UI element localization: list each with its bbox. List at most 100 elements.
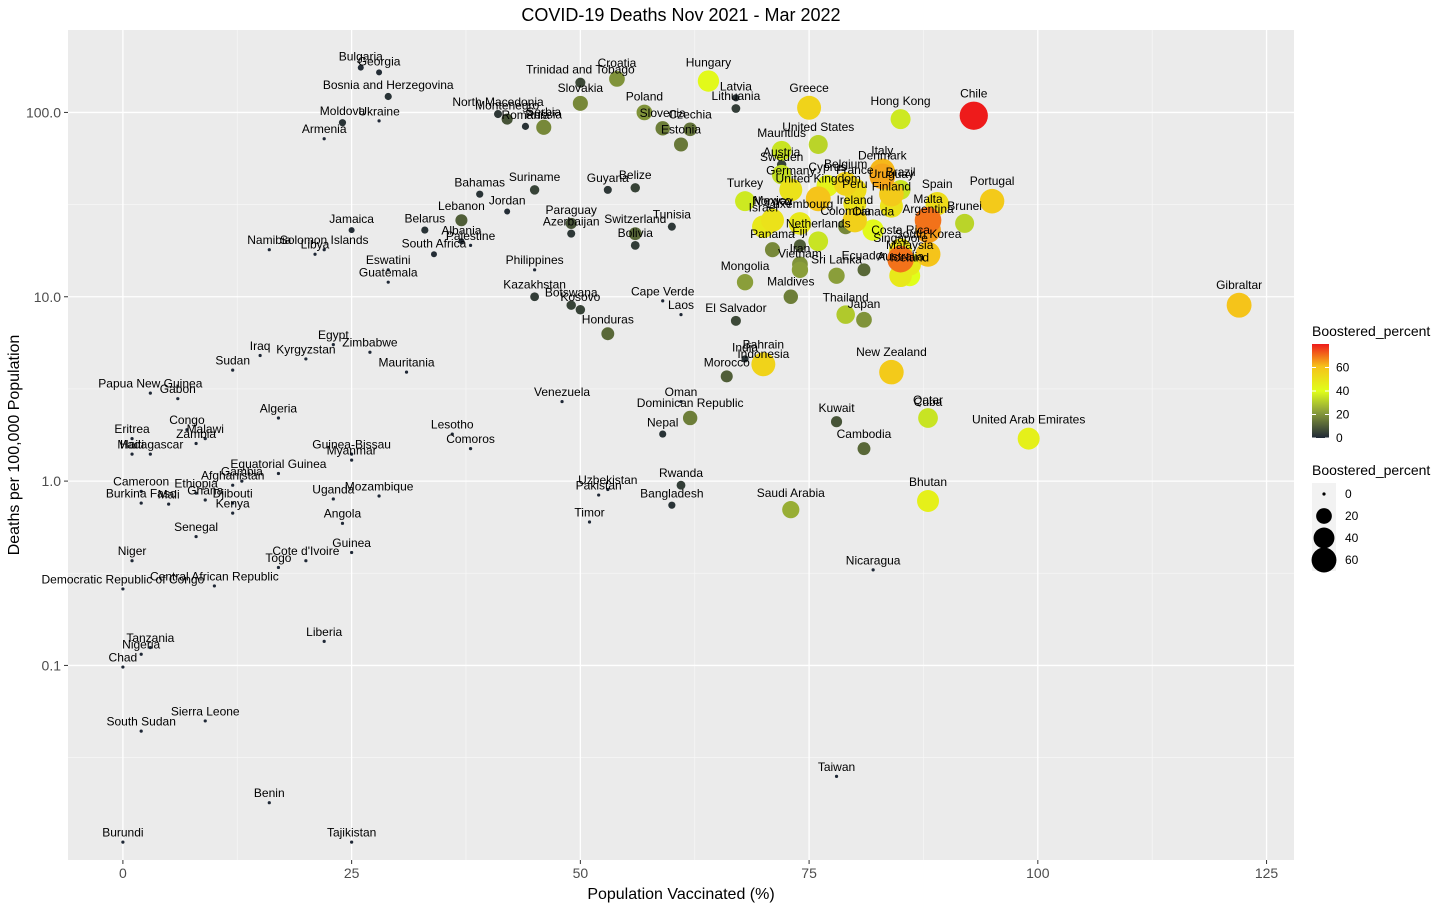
point-canada <box>862 219 884 241</box>
point-guatemala <box>386 280 390 284</box>
point-nicaragua <box>871 568 875 572</box>
point-label: Estonia <box>661 122 701 136</box>
point-label: Chile <box>960 87 988 101</box>
point-label: Bangladesh <box>640 487 703 501</box>
point-serbia <box>536 119 552 135</box>
point-south-sudan <box>139 729 143 733</box>
point-label: Japan <box>848 297 881 311</box>
point-portugal <box>979 188 1005 214</box>
point-label: Rwanda <box>659 466 703 480</box>
point-label: Zimbabwe <box>342 336 398 350</box>
point-label: Botswana <box>545 285 598 299</box>
point-guinea-bissau <box>350 452 354 456</box>
point-label: Jordan <box>489 194 526 208</box>
point-label: France <box>836 163 874 177</box>
point-label: Sudan <box>215 354 250 368</box>
point-eswatini <box>386 268 390 272</box>
point-label: Slovakia <box>558 81 604 95</box>
point-benin <box>267 801 271 805</box>
point-lithuania <box>731 104 741 113</box>
point-label: Angola <box>324 507 362 521</box>
point-bolivia <box>630 240 640 250</box>
point-label: Moldova <box>320 104 366 118</box>
point-label: Brazil <box>886 165 916 179</box>
point-madagascar <box>148 452 152 456</box>
point-label: Hungary <box>686 55 731 69</box>
point-solomon-islands <box>322 248 326 252</box>
y-tick-label: 10.0 <box>34 289 61 305</box>
point-label: Ukraine <box>358 104 400 118</box>
point-label: Nicaragua <box>846 553 901 567</box>
point-tunisia <box>667 222 676 231</box>
point-label: Venezuela <box>534 385 590 399</box>
point-haiti <box>130 452 134 456</box>
point-label: Gambia <box>221 464 263 478</box>
point-bahrain <box>751 352 776 377</box>
point-togo <box>276 565 281 570</box>
point-label: Tajikistan <box>327 826 376 840</box>
size-legend-key <box>1316 508 1332 524</box>
point-mauritania <box>404 370 409 374</box>
point-label: Czechia <box>668 107 712 121</box>
point-mali <box>167 502 171 506</box>
point-oman <box>679 399 683 404</box>
point-label: Panama <box>750 227 795 241</box>
point-label: Cameroon <box>113 475 169 489</box>
point-angola <box>340 521 345 525</box>
size-legend-key <box>1313 527 1335 549</box>
point-rwanda <box>676 480 686 490</box>
point-malawi <box>203 437 207 441</box>
point-label: Thailand <box>823 290 869 304</box>
point-label: Ethiopia <box>174 477 218 491</box>
point-new-zealand <box>879 359 904 385</box>
point-label: Greece <box>789 81 829 95</box>
point-georgia <box>376 69 383 76</box>
point-label: Mozambique <box>345 479 414 493</box>
size-legend-label: 20 <box>1345 509 1359 523</box>
point-gambia <box>240 479 244 483</box>
point-label: New Zealand <box>856 345 927 359</box>
point-netherlands <box>808 231 829 252</box>
point-greece <box>797 95 822 120</box>
point-label: Djibouti <box>213 486 253 500</box>
point-united-kingdom <box>805 186 831 212</box>
point-philippines <box>533 268 537 272</box>
x-tick-label: 50 <box>573 865 589 881</box>
point-label: Cambodia <box>837 427 892 441</box>
point-burundi <box>121 840 125 844</box>
point-equatorial-guinea <box>276 471 281 476</box>
x-axis-title: Population Vaccinated (%) <box>587 886 774 903</box>
point-label: Singapore <box>873 231 928 245</box>
point-central-african-republic <box>212 584 216 588</box>
point-ireland <box>842 208 867 233</box>
point-label: Honduras <box>582 312 634 326</box>
point-jamaica <box>348 227 355 234</box>
point-south-korea <box>915 241 941 267</box>
point-label: Malawi <box>187 422 224 436</box>
axes: 0 25 50 75 100 125 0.1 1.0 10.0 100.0 <box>26 104 1278 881</box>
point-label: Bulgaria <box>339 50 383 64</box>
point-laos <box>679 313 683 317</box>
point-senegal <box>194 534 198 539</box>
point-zimbabwe <box>368 350 372 354</box>
point-poland <box>636 104 653 121</box>
point-botswana <box>566 300 576 310</box>
point-label: Portugal <box>970 174 1015 188</box>
point-label: Morocco <box>704 355 750 369</box>
point-label: Croatia <box>598 56 637 70</box>
point-belize <box>630 183 640 193</box>
point-mozambique <box>377 494 381 498</box>
point-label: Comoros <box>446 432 495 446</box>
point-sri-lanka <box>828 267 845 284</box>
point-label: Cape Verde <box>631 284 695 298</box>
point-kenya <box>231 511 235 515</box>
point-niger <box>130 559 134 563</box>
point-label: Serbia <box>526 105 561 119</box>
size-legend: Boostered_percent 0 20 40 60 <box>1311 462 1430 573</box>
point-democratic-republic-of-congo <box>121 587 125 591</box>
point-label: Philippines <box>506 253 564 267</box>
point-north-macedonia <box>493 110 503 119</box>
point-label: Belgium <box>824 157 867 171</box>
point-label: Costa Rica <box>871 223 930 237</box>
